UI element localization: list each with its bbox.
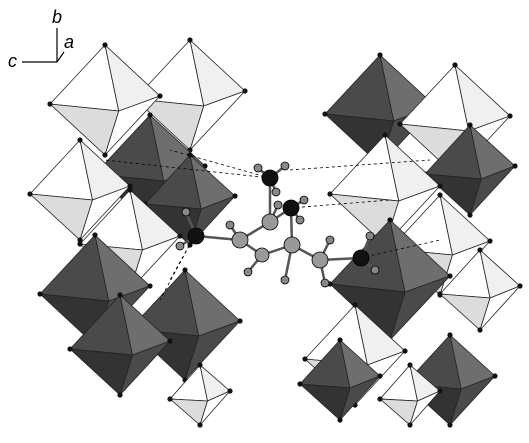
vertex-atom [437, 388, 442, 393]
atom [281, 276, 289, 284]
vertex-atom [182, 267, 187, 272]
vertex-atom [447, 273, 452, 278]
vertex-atom [167, 338, 172, 343]
vertex-atom [337, 417, 342, 422]
vertex-atom [102, 42, 107, 47]
atom [371, 266, 379, 274]
atom [366, 232, 374, 240]
atom [300, 196, 308, 204]
vertex-atom [147, 283, 152, 288]
vertex-atom [487, 238, 492, 243]
atom [296, 216, 304, 224]
vertex-atom [352, 302, 357, 307]
vertex-atom [157, 93, 162, 98]
atom [284, 237, 300, 253]
vertex-atom [327, 191, 332, 196]
atom [312, 252, 328, 268]
crystal-structure: b a c [0, 0, 529, 443]
atom [262, 214, 278, 230]
atom [283, 200, 299, 216]
vertex-atom [402, 348, 407, 353]
vertex-atom [387, 217, 392, 222]
atom [353, 250, 369, 266]
axis-label-c: c [8, 51, 17, 71]
vertex-atom [167, 396, 172, 401]
atom [262, 170, 278, 186]
vertex-atom [117, 292, 122, 297]
vertex-atom [397, 121, 402, 126]
vertex-atom [377, 373, 382, 378]
vertex-atom [237, 318, 242, 323]
vertex-atom [377, 396, 382, 401]
vertex-atom [77, 137, 82, 142]
vertex-atom [177, 233, 182, 238]
vertex-atom [437, 291, 442, 296]
vertex-atom [37, 291, 42, 296]
vertex-atom [67, 346, 72, 351]
atom [232, 232, 248, 248]
axis-label-b: b [52, 7, 62, 27]
vertex-atom [92, 232, 97, 237]
vertex-atom [447, 332, 452, 337]
atom [281, 162, 289, 170]
vertex-atom [477, 327, 482, 332]
vertex-atom [512, 163, 517, 168]
vertex-atom [382, 132, 387, 137]
vertex-atom [187, 37, 192, 42]
vertex-atom [127, 187, 132, 192]
atom [182, 208, 190, 216]
vertex-atom [227, 388, 232, 393]
atom [255, 248, 269, 262]
vertex-atom [407, 362, 412, 367]
atom [326, 236, 334, 244]
atom [244, 268, 252, 276]
vertex-atom [27, 191, 32, 196]
atom [321, 279, 329, 287]
vertex-atom [467, 122, 472, 127]
vertex-atom [197, 362, 202, 367]
vertex-atom [507, 113, 512, 118]
vertex-atom [437, 183, 442, 188]
vertex-atom [232, 193, 237, 198]
vertex-atom [447, 422, 452, 427]
vertex-atom [467, 212, 472, 217]
atom [272, 188, 280, 196]
vertex-atom [517, 283, 522, 288]
vertex-atom [117, 392, 122, 397]
vertex-atom [477, 247, 482, 252]
vertex-atom [452, 62, 457, 67]
atom [188, 228, 204, 244]
atom [274, 201, 282, 209]
vertex-atom [377, 52, 382, 57]
axis-label-a: a [64, 32, 74, 52]
vertex-atom [437, 192, 442, 197]
vertex-atom [322, 111, 327, 116]
vertex-atom [302, 356, 307, 361]
atom [226, 221, 234, 229]
atom [176, 242, 184, 250]
vertex-atom [337, 337, 342, 342]
vertex-atom [407, 422, 412, 427]
vertex-atom [147, 112, 152, 117]
vertex-atom [297, 381, 302, 386]
atom [254, 164, 262, 172]
vertex-atom [102, 152, 107, 157]
vertex-atom [242, 88, 247, 93]
page: b a c (() => { const data = JSON.parse(d… [0, 0, 529, 443]
vertex-atom [77, 241, 82, 246]
vertex-atom [197, 422, 202, 427]
vertex-atom [492, 373, 497, 378]
vertex-atom [47, 101, 52, 106]
